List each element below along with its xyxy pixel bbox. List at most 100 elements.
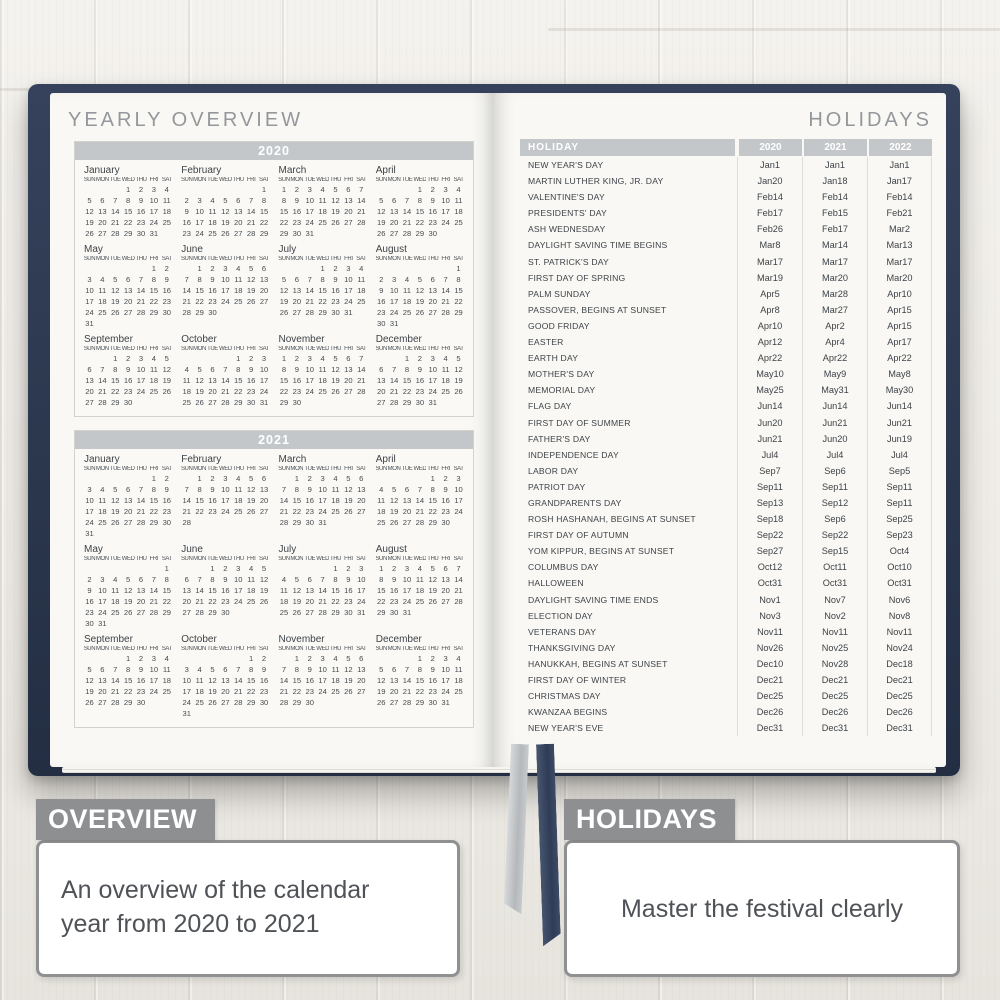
date-cell: 5 — [379, 196, 384, 205]
holiday-date: May25 — [737, 382, 802, 399]
weekday-label: SAT — [453, 556, 464, 562]
page-stack-edge — [62, 767, 936, 773]
month-calendar: April SUN MON TUE WED THU FRI SAT 1 2 3 4 5 6 7 8 9 10 11 1… — [375, 165, 465, 239]
holiday-name: FIRST DAY OF WINTER — [528, 675, 627, 685]
date-cell: 1 — [126, 654, 131, 663]
year-header-label: 2021 — [75, 431, 473, 449]
empty-date-cell — [388, 653, 401, 664]
date-cell: 18 — [208, 218, 217, 227]
weekday-label: FRI — [149, 256, 159, 262]
holiday-header-row: HOLIDAY 2020 2021 2022 — [520, 139, 932, 156]
date-cell: 28 — [357, 387, 366, 396]
weekday-label: WED — [316, 346, 330, 352]
dates-grid: 1 2 3 4 5 6 7 8 9 10 11 12 13 14 15 16 17 18 19 20 21 22 23 24 2… — [83, 353, 173, 408]
date-cell: 28 — [454, 597, 463, 606]
date-cell: 13 — [123, 496, 133, 505]
month-calendar: December SUN MON TUE WED THU FRI SAT 1 2 3 4 5 6 7 8 9 10… — [375, 334, 465, 408]
date-cell: 24 — [344, 297, 353, 306]
date-cell: 23 — [136, 218, 146, 227]
date-cell: 1 — [320, 264, 325, 273]
date-cell: 3 — [184, 665, 189, 674]
date-cell: 16 — [221, 586, 230, 595]
holiday-row: NEW YEAR'S EVE Dec31 Dec31 Dec31 — [520, 720, 932, 737]
overview-callout-text: An overview of the calendar year from 20… — [61, 876, 370, 938]
holiday-name: MOTHER'S DAY — [528, 369, 595, 380]
date-cell: 2 — [87, 575, 92, 584]
weekday-label: FRI — [441, 177, 450, 183]
date-cell: 17 — [305, 376, 314, 385]
holiday-row: MEMORIAL DAY May25 May31 May30 — [520, 382, 932, 399]
weekday-label: WED — [413, 466, 427, 472]
date-cell: 2 — [164, 474, 169, 483]
holiday-name: HALLOWEEN — [528, 578, 584, 589]
date-cell: 23 — [162, 297, 172, 306]
date-cell: 29 — [259, 229, 269, 238]
year-blocks: 2020 January SUN MON TUE WED THU FRI SAT 1 2 3 4 5 6 7 8… — [74, 141, 474, 741]
holiday-rows: NEW YEAR'S DAY Jan1 Jan1 Jan1 MARTIN LUTHER … — [520, 157, 932, 737]
date-cell: 1 — [294, 654, 299, 663]
date-cell: 28 — [279, 698, 289, 707]
empty-date-cell — [96, 473, 109, 484]
date-cell: 17 — [441, 207, 450, 216]
date-cell: 28 — [136, 308, 146, 317]
date-cell: 13 — [221, 676, 230, 685]
date-cell: 24 — [149, 218, 159, 227]
date-cell: 23 — [292, 387, 302, 396]
weekday-label: TUE — [109, 466, 121, 472]
weekday-header-row: SUN MON TUE WED THU FRI SAT — [278, 346, 368, 352]
date-cell: 7 — [184, 275, 189, 284]
weekday-label: WED — [316, 256, 330, 262]
holiday-date: Oct12 — [737, 559, 802, 576]
date-cell: 19 — [292, 597, 302, 606]
date-cell: 5 — [456, 354, 461, 363]
date-cell: 29 — [123, 698, 133, 707]
weekday-label: SUN — [278, 646, 290, 652]
date-cell: 20 — [389, 687, 399, 696]
date-cell: 30 — [376, 319, 386, 328]
date-cell: 20 — [357, 496, 366, 505]
weekday-header-row: SUN MON TUE WED THU FRI SAT — [180, 556, 270, 562]
month-name: May — [84, 244, 103, 255]
date-cell: 16 — [182, 218, 191, 227]
date-cell: 26 — [389, 518, 399, 527]
date-cell: 22 — [162, 597, 172, 606]
date-cell: 10 — [182, 676, 191, 685]
date-cell: 23 — [208, 297, 217, 306]
month-calendar: October SUN MON TUE WED THU FRI SAT 1 2 3 4 5 6 7 8 9 10 1… — [180, 634, 270, 719]
holiday-row: COLUMBUS DAY Oct12 Oct11 Oct10 — [520, 559, 932, 576]
weekday-label: THU — [427, 177, 439, 183]
holiday-row: PRESIDENTS' DAY Feb17 Feb15 Feb21 — [520, 205, 932, 222]
date-cell: 24 — [389, 308, 399, 317]
date-cell: 17 — [428, 376, 437, 385]
date-cell: 8 — [417, 196, 422, 205]
weekday-label: TUE — [304, 556, 316, 562]
month-name: March — [278, 454, 307, 465]
date-cell: 12 — [246, 485, 256, 494]
date-cell: 7 — [443, 275, 448, 284]
date-cell: 15 — [195, 496, 204, 505]
weekday-label: SAT — [161, 466, 172, 472]
weekday-label: MON — [193, 466, 206, 472]
weekday-label: WED — [121, 256, 135, 262]
date-cell: 30 — [221, 608, 230, 617]
date-cell: 21 — [357, 376, 366, 385]
weekday-label: FRI — [344, 177, 353, 183]
date-cell: 25 — [331, 687, 340, 696]
holiday-name: PATRIOT DAY — [528, 481, 586, 492]
date-cell: 13 — [305, 586, 314, 595]
overview-callout-card: An overview of the calendar year from 20… — [36, 799, 460, 977]
date-cell: 30 — [331, 308, 340, 317]
date-cell: 9 — [430, 665, 435, 674]
weekday-label: THU — [135, 346, 147, 352]
date-cell: 15 — [111, 376, 120, 385]
holiday-date: Dec21 — [802, 672, 867, 689]
date-cell: 16 — [246, 376, 256, 385]
date-cell: 22 — [123, 218, 133, 227]
weekday-label: THU — [135, 256, 147, 262]
weekday-label: FRI — [344, 256, 353, 262]
date-cell: 3 — [151, 654, 157, 663]
date-cell: 10 — [305, 196, 314, 205]
date-cell: 31 — [85, 529, 94, 538]
dates-grid: 1 2 3 4 5 6 7 8 9 10 11 12 13 14 15 16 17 18 19 20 21 22 23 24 2… — [278, 563, 368, 618]
weekday-label: WED — [413, 177, 427, 183]
